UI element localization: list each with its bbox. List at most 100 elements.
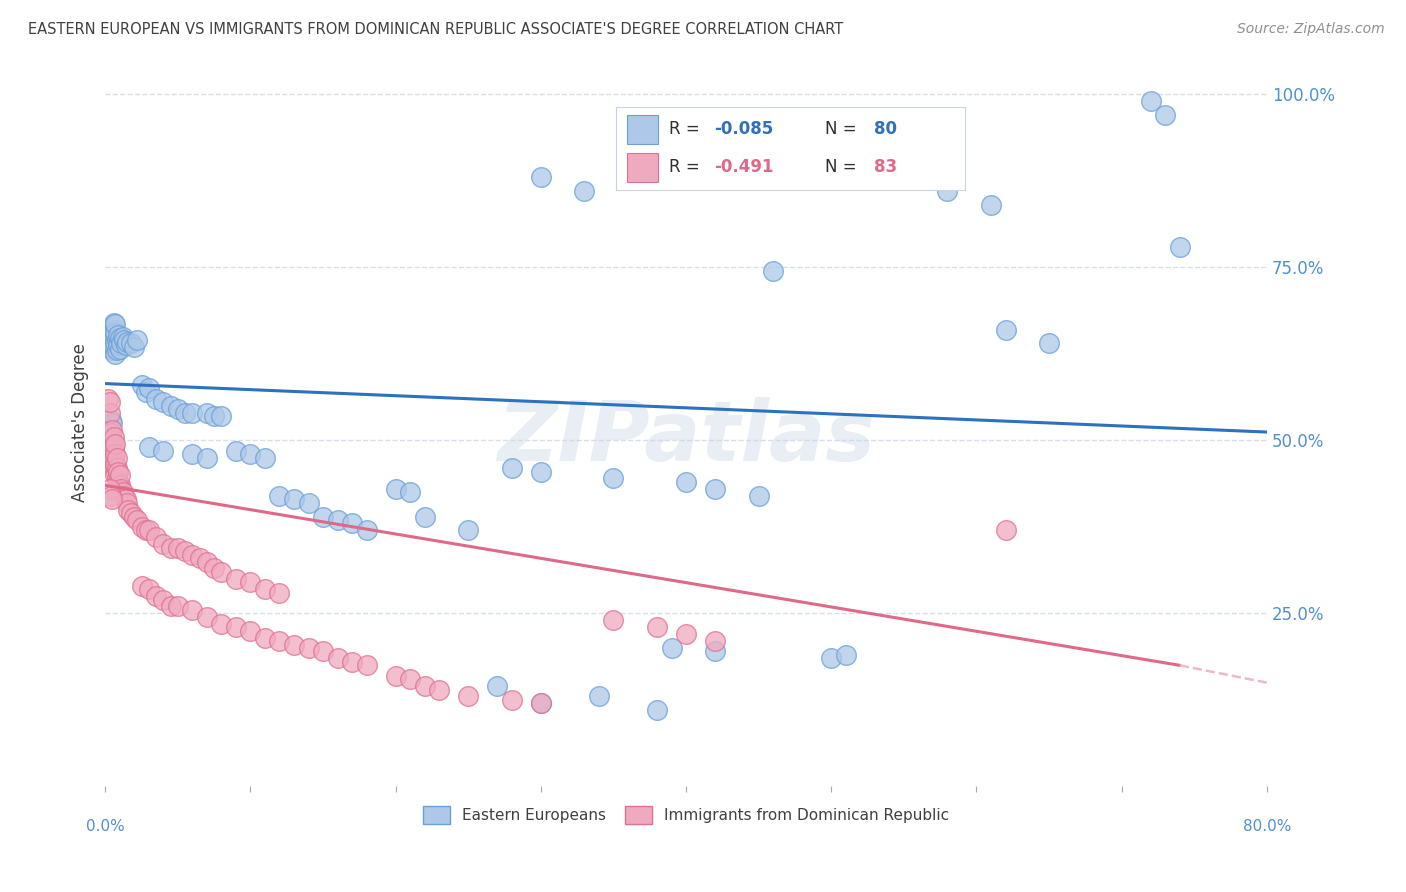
Point (101, 443, 124, 458)
Point (501, 693, 523, 707)
Point (239, 447, 262, 461)
Point (138, 440, 160, 454)
Point (530, 697, 553, 711)
Point (101, 416, 124, 430)
Point (120, 506, 142, 520)
Point (122, 509, 145, 524)
Point (101, 326, 124, 340)
Point (574, 184, 596, 198)
Text: 80.0%: 80.0% (1243, 819, 1291, 834)
Point (174, 544, 197, 558)
Point (202, 561, 225, 575)
Point (105, 450, 128, 465)
Point (645, 620, 668, 634)
Point (100, 326, 122, 340)
Point (283, 638, 305, 652)
Point (704, 482, 727, 496)
Point (108, 478, 131, 492)
Point (239, 575, 262, 590)
Point (762, 264, 785, 278)
Point (98, 419, 121, 434)
Point (994, 322, 1017, 336)
Point (103, 331, 125, 345)
Point (152, 443, 174, 458)
Point (159, 599, 181, 614)
Point (384, 482, 406, 496)
Point (101, 343, 124, 358)
Point (166, 541, 188, 555)
Point (312, 509, 335, 524)
Point (704, 634, 727, 648)
Point (103, 461, 125, 475)
Point (105, 471, 128, 485)
Point (297, 496, 319, 510)
Point (135, 384, 157, 399)
Point (138, 582, 160, 597)
Point (166, 402, 188, 417)
Point (104, 347, 127, 361)
Point (326, 651, 349, 665)
Point (202, 409, 225, 424)
Point (98, 340, 121, 354)
Point (138, 524, 160, 538)
Point (145, 589, 167, 603)
Point (269, 489, 291, 503)
Point (269, 585, 291, 599)
Point (115, 334, 138, 349)
Point (111, 485, 134, 500)
Point (356, 658, 378, 673)
Point (225, 443, 247, 458)
Point (195, 554, 218, 568)
Point (115, 496, 138, 510)
Point (936, 184, 959, 198)
Point (131, 378, 153, 392)
Point (104, 336, 127, 351)
Text: EASTERN EUROPEAN VS IMMIGRANTS FROM DOMINICAN REPUBLIC ASSOCIATE'S DEGREE CORREL: EASTERN EUROPEAN VS IMMIGRANTS FROM DOMI… (28, 22, 844, 37)
Point (661, 640, 683, 655)
Point (152, 592, 174, 607)
Point (181, 447, 204, 461)
Point (127, 333, 149, 347)
Point (98, 406, 121, 420)
Point (131, 520, 153, 534)
Point (209, 616, 232, 631)
Point (114, 492, 136, 507)
Point (188, 551, 211, 566)
Point (994, 524, 1017, 538)
Point (104, 458, 127, 472)
Point (530, 697, 553, 711)
Point (101, 434, 124, 448)
Point (253, 631, 276, 645)
Text: Source: ZipAtlas.com: Source: ZipAtlas.com (1237, 22, 1385, 37)
Point (104, 437, 127, 451)
Point (105, 333, 128, 347)
Text: ZIPatlas: ZIPatlas (498, 397, 875, 478)
Point (110, 336, 132, 351)
Point (100, 440, 122, 454)
Point (174, 406, 197, 420)
Point (117, 502, 139, 516)
Point (120, 336, 142, 351)
Legend: Eastern Europeans, Immigrants from Dominican Republic: Eastern Europeans, Immigrants from Domin… (416, 800, 956, 830)
Point (107, 328, 129, 343)
Text: 0.0%: 0.0% (86, 819, 125, 834)
Point (588, 690, 610, 704)
Point (159, 399, 181, 413)
Point (283, 492, 305, 507)
Point (602, 613, 624, 627)
Point (1154, 108, 1177, 122)
Point (530, 465, 553, 479)
Point (98, 482, 121, 496)
Point (112, 489, 135, 503)
Point (97, 392, 120, 406)
Point (225, 572, 247, 586)
Point (413, 679, 436, 693)
Point (645, 703, 668, 717)
Point (530, 170, 553, 185)
Point (152, 537, 174, 551)
Point (181, 548, 204, 562)
Point (675, 627, 697, 641)
Point (152, 395, 174, 409)
Point (1168, 239, 1191, 253)
Point (225, 620, 247, 634)
